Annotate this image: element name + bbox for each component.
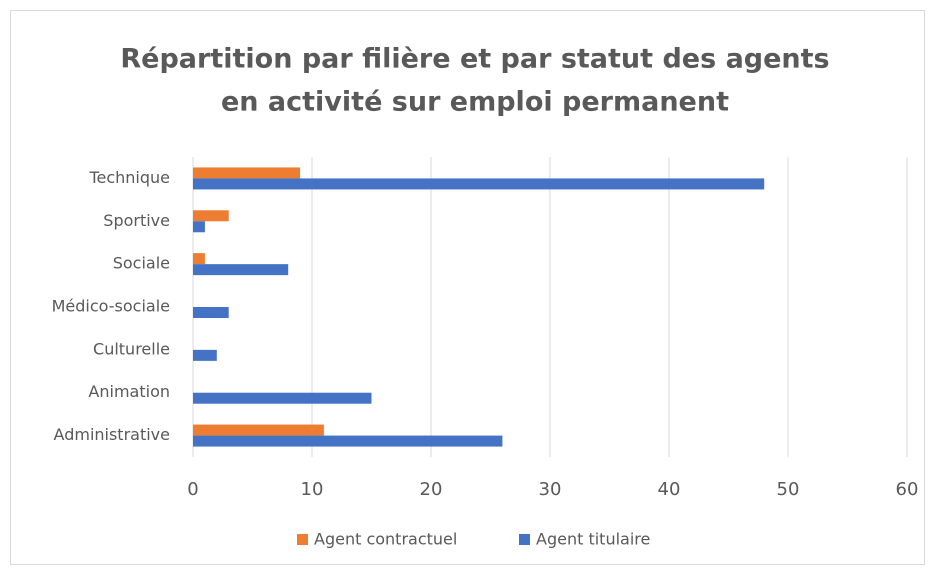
legend-swatch — [519, 534, 530, 545]
legend-swatch — [297, 534, 308, 545]
x-tick-label: 0 — [187, 479, 198, 500]
y-tick-label: Technique — [88, 168, 170, 187]
bar — [193, 210, 229, 222]
y-tick-label: Médico-sociale — [52, 297, 170, 316]
chart-frame — [10, 10, 925, 565]
legend-label: Agent contractuel — [314, 530, 457, 549]
x-tick-label: 40 — [658, 479, 681, 500]
bar — [193, 349, 217, 361]
bar — [193, 167, 301, 179]
bar — [193, 253, 205, 265]
y-tick-label: Animation — [88, 382, 170, 401]
x-tick-label: 60 — [896, 479, 919, 500]
bar — [193, 424, 324, 436]
bar — [193, 392, 372, 404]
x-tick-label: 30 — [539, 479, 562, 500]
bar — [193, 178, 765, 190]
y-tick-label: Sociale — [113, 254, 170, 273]
bar — [193, 221, 205, 233]
x-tick-label: 20 — [420, 479, 443, 500]
bar — [193, 307, 229, 318]
chart-title: en activité sur emploi permanent — [221, 87, 729, 118]
y-tick-label: Sportive — [103, 211, 170, 230]
y-tick-label: Administrative — [54, 425, 170, 444]
x-tick-label: 10 — [301, 479, 324, 500]
chart-title: Répartition par filière et par statut de… — [120, 44, 829, 75]
x-tick-label: 50 — [777, 479, 800, 500]
bar — [193, 435, 503, 447]
y-tick-label: Culturelle — [93, 339, 170, 358]
legend-label: Agent titulaire — [536, 530, 650, 549]
bar — [193, 264, 289, 276]
